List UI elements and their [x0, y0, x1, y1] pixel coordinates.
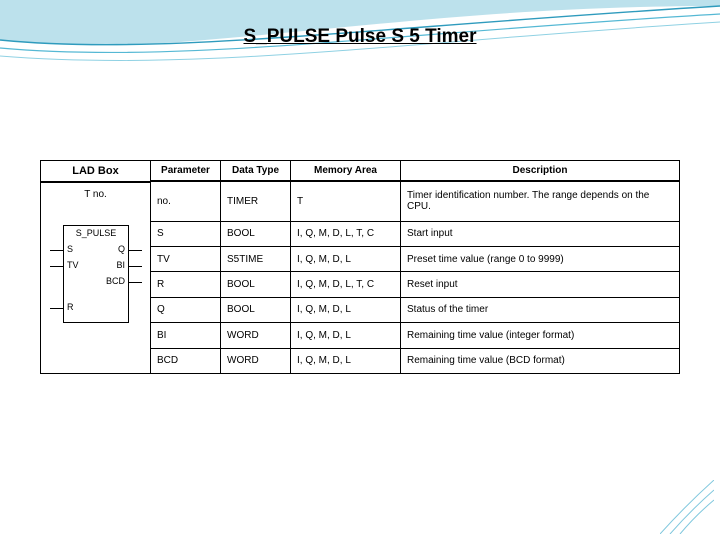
- cell-desc: Timer identification number. The range d…: [401, 181, 680, 221]
- cell-param: TV: [151, 246, 221, 271]
- table-row: BI WORD I, Q, M, D, L Remaining time val…: [151, 323, 680, 348]
- pin-q: Q: [118, 244, 125, 254]
- cell-dtype: BOOL: [221, 221, 291, 246]
- cell-mem: I, Q, M, D, L, T, C: [291, 221, 401, 246]
- parameters-table: Parameter Data Type Memory Area Descript…: [150, 160, 680, 374]
- cell-mem: I, Q, M, D, L: [291, 348, 401, 373]
- table-row: R BOOL I, Q, M, D, L, T, C Reset input: [151, 272, 680, 297]
- ladbox-block: S_PULSE S TV R Q BI BCD: [63, 225, 129, 323]
- table-row: Q BOOL I, Q, M, D, L Status of the timer: [151, 297, 680, 322]
- table-row: S BOOL I, Q, M, D, L, T, C Start input: [151, 221, 680, 246]
- ladbox-block-title: S_PULSE: [64, 226, 128, 240]
- cell-mem: I, Q, M, D, L: [291, 323, 401, 348]
- cell-param: no.: [151, 181, 221, 221]
- ladbox-diagram: T no. S_PULSE S TV R Q BI BCD: [41, 183, 150, 373]
- cell-desc: Remaining time value (integer format): [401, 323, 680, 348]
- cell-param: Q: [151, 297, 221, 322]
- table-row: TV S5TIME I, Q, M, D, L Preset time valu…: [151, 246, 680, 271]
- ladbox-header: LAD Box: [41, 161, 150, 183]
- content-area: LAD Box T no. S_PULSE S TV R Q BI BCD: [40, 160, 680, 374]
- cell-mem: I, Q, M, D, L: [291, 297, 401, 322]
- cell-dtype: BOOL: [221, 272, 291, 297]
- cell-dtype: S5TIME: [221, 246, 291, 271]
- cell-desc: Reset input: [401, 272, 680, 297]
- cell-dtype: TIMER: [221, 181, 291, 221]
- header-datatype: Data Type: [221, 161, 291, 182]
- pin-tv: TV: [67, 260, 79, 270]
- page-title: S_PULSE Pulse S 5 Timer: [0, 26, 720, 48]
- pin-bi: BI: [116, 260, 125, 270]
- cell-mem: T: [291, 181, 401, 221]
- header-description: Description: [401, 161, 680, 182]
- cell-param: BI: [151, 323, 221, 348]
- cell-dtype: BOOL: [221, 297, 291, 322]
- cell-dtype: WORD: [221, 323, 291, 348]
- cell-desc: Preset time value (range 0 to 9999): [401, 246, 680, 271]
- cell-dtype: WORD: [221, 348, 291, 373]
- table-row: BCD WORD I, Q, M, D, L Remaining time va…: [151, 348, 680, 373]
- pin-r: R: [67, 302, 74, 312]
- cell-param: S: [151, 221, 221, 246]
- ladbox-tno: T no.: [41, 183, 150, 200]
- cell-param: BCD: [151, 348, 221, 373]
- cell-desc: Status of the timer: [401, 297, 680, 322]
- cell-desc: Remaining time value (BCD format): [401, 348, 680, 373]
- cell-mem: I, Q, M, D, L: [291, 246, 401, 271]
- cell-desc: Start input: [401, 221, 680, 246]
- header-parameter: Parameter: [151, 161, 221, 182]
- cell-param: R: [151, 272, 221, 297]
- corner-decoration: [660, 480, 714, 534]
- pin-s: S: [67, 244, 73, 254]
- pin-bcd: BCD: [106, 276, 125, 286]
- ladbox-column: LAD Box T no. S_PULSE S TV R Q BI BCD: [40, 160, 150, 374]
- table-row: no. TIMER T Timer identification number.…: [151, 181, 680, 221]
- header-memory: Memory Area: [291, 161, 401, 182]
- cell-mem: I, Q, M, D, L, T, C: [291, 272, 401, 297]
- table-header-row: Parameter Data Type Memory Area Descript…: [151, 161, 680, 182]
